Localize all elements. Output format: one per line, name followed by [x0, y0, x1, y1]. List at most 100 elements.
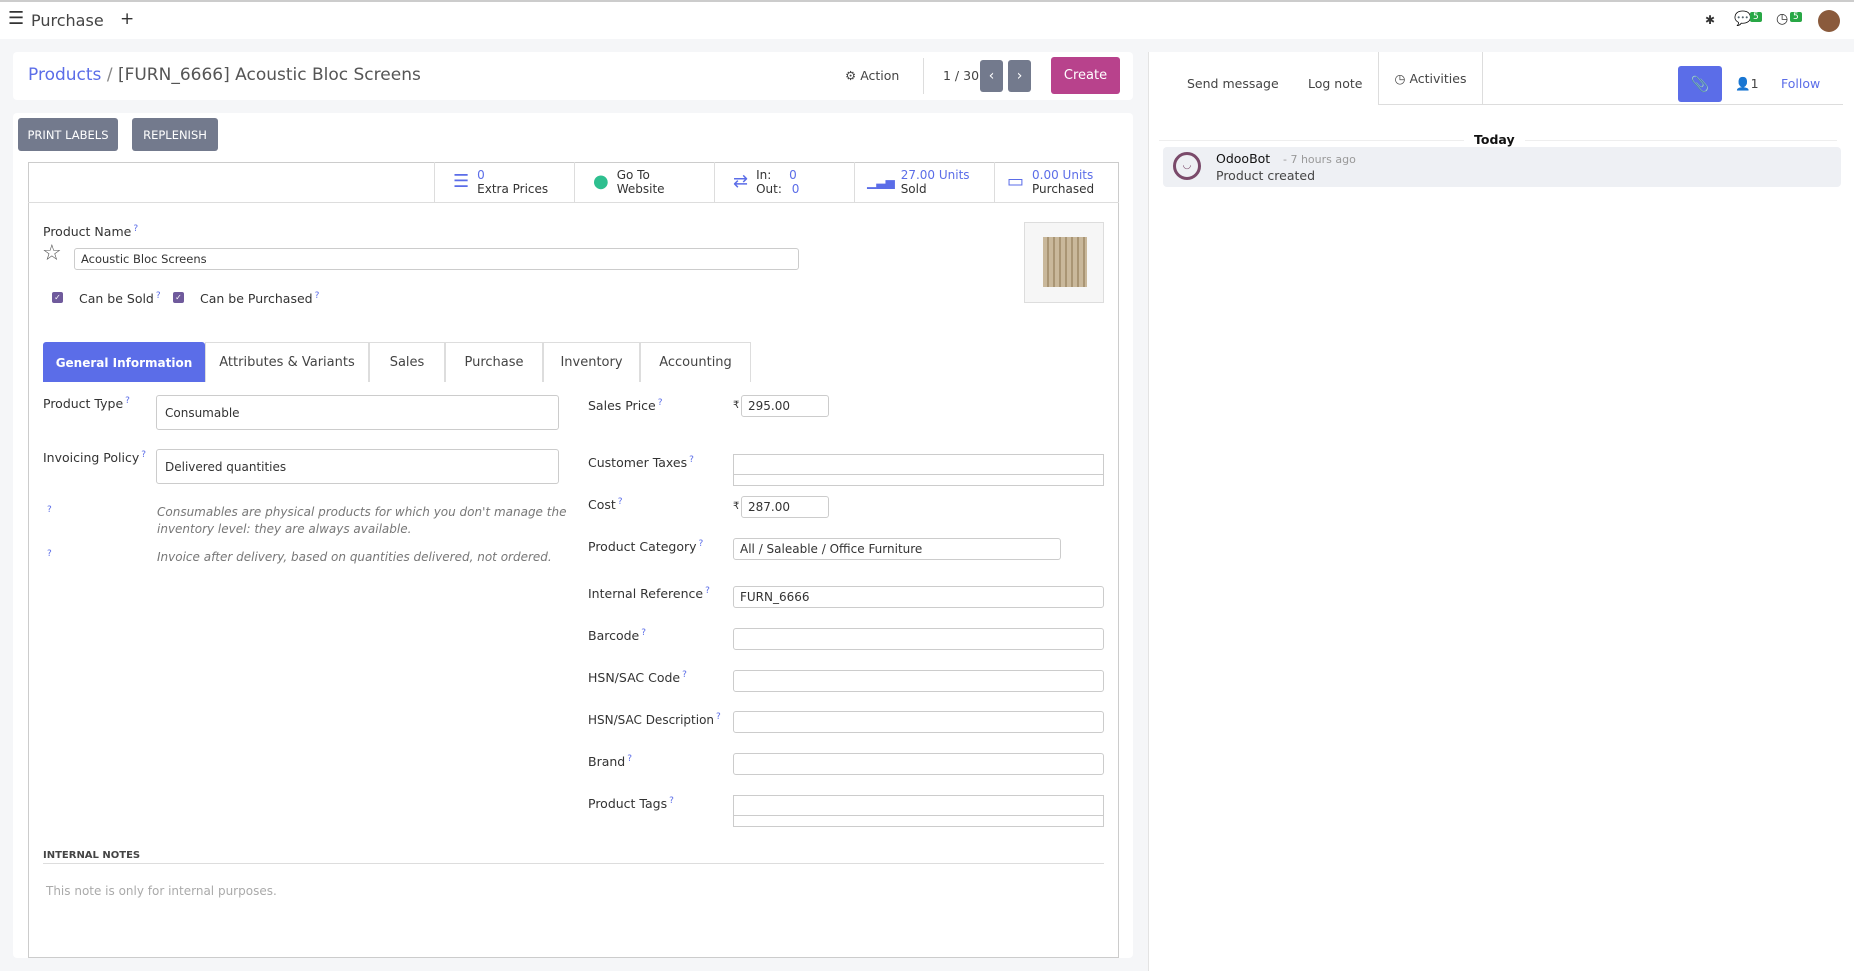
odoobot-avatar: ◡: [1173, 152, 1201, 180]
attachment-button[interactable]: 📎: [1678, 66, 1722, 102]
in-out-button[interactable]: ⇄ In: 0 Out: 0: [714, 162, 854, 202]
follow-button[interactable]: Follow: [1781, 76, 1821, 91]
help-icon: ?: [47, 505, 52, 515]
tab-purchase[interactable]: Purchase: [445, 342, 543, 382]
product-name-input[interactable]: Acoustic Bloc Screens: [74, 248, 799, 270]
brand-input[interactable]: [733, 753, 1104, 775]
next-record-button[interactable]: ›: [1008, 60, 1031, 92]
app-name[interactable]: Purchase: [31, 11, 104, 30]
bug-icon[interactable]: ✱: [1705, 13, 1716, 27]
activities-button[interactable]: ◷ Activities: [1378, 52, 1483, 104]
hsn-code-label: HSN/SAC Code?: [588, 670, 687, 686]
paperclip-icon: 📎: [1690, 75, 1710, 93]
breadcrumb-current: [FURN_6666] Acoustic Bloc Screens: [117, 65, 421, 85]
send-message-button[interactable]: Send message: [1187, 76, 1279, 91]
hsn-description-label: HSN/SAC Description?: [588, 712, 721, 727]
can-be-sold-checkbox[interactable]: ✓: [52, 292, 63, 303]
product-type-help: Consumables are physical products for wh…: [157, 505, 567, 536]
divider: [923, 58, 924, 94]
clock-icon: ◷: [1394, 70, 1406, 86]
control-panel: Products / [FURN_6666] Acoustic Bloc Scr…: [13, 52, 1133, 100]
product-category-input[interactable]: All / Saleable / Office Furniture: [733, 538, 1061, 560]
signal-icon: ▁▃▅: [867, 175, 895, 189]
action-button[interactable]: ⚙ Action: [845, 68, 900, 83]
clock-icon[interactable]: ◷: [1776, 11, 1789, 27]
can-be-purchased-checkbox[interactable]: ✓: [173, 292, 184, 303]
log-note-button[interactable]: Log note: [1308, 76, 1363, 91]
hsn-code-input[interactable]: [733, 670, 1104, 692]
message-author[interactable]: OdooBot: [1216, 151, 1271, 166]
prev-record-button[interactable]: ‹: [980, 60, 1003, 92]
user-icon: 👤: [1735, 76, 1751, 91]
avatar[interactable]: [1818, 10, 1840, 32]
chatter: Send message Log note ◷ Activities 📎 👤1 …: [1148, 52, 1854, 971]
gear-icon: ⚙: [845, 68, 857, 83]
screen-image: [1043, 237, 1087, 287]
product-name-label: Product Name?: [43, 224, 139, 240]
cost-input[interactable]: 287.00: [741, 496, 829, 518]
currency-symbol: ₹: [733, 400, 740, 411]
message: ◡ OdooBot - 7 hours ago Product created: [1163, 147, 1841, 187]
tab-general-information[interactable]: General Information: [43, 342, 205, 382]
internal-reference-label: Internal Reference?: [588, 586, 710, 602]
sales-price-input[interactable]: 295.00: [741, 395, 829, 417]
messages-badge: 5: [1750, 12, 1762, 22]
breadcrumb-products[interactable]: Products: [28, 65, 102, 85]
pager[interactable]: 1 / 30: [943, 68, 980, 83]
product-tags-input[interactable]: [733, 795, 1104, 827]
barcode-input[interactable]: [733, 628, 1104, 650]
divider: [43, 863, 1104, 864]
product-category-label: Product Category?: [588, 539, 704, 555]
invoicing-policy-label: Invoicing Policy?: [43, 450, 147, 466]
sales-price-label: Sales Price?: [588, 398, 663, 414]
can-be-sold-label: Can be Sold?: [79, 291, 161, 307]
message-time: - 7 hours ago: [1283, 153, 1356, 166]
exchange-icon: ⇄: [733, 171, 749, 192]
barcode-label: Barcode?: [588, 628, 647, 644]
sold-button[interactable]: ▁▃▅ 27.00 Units Sold: [854, 162, 994, 202]
breadcrumb: Products / [FURN_6666] Acoustic Bloc Scr…: [28, 65, 421, 85]
tab-accounting[interactable]: Accounting: [640, 342, 751, 382]
date-separator: Today: [1464, 132, 1525, 147]
chat-icon[interactable]: 💬: [1734, 11, 1752, 27]
cost-label: Cost?: [588, 497, 623, 513]
customer-taxes-input[interactable]: [733, 454, 1104, 486]
purchased-button[interactable]: ▭ 0.00 Units Purchased: [994, 162, 1134, 202]
sheet-border: [28, 162, 1119, 958]
go-to-website-button[interactable]: ● Go To Website: [574, 162, 714, 202]
star-icon[interactable]: ☆: [42, 241, 62, 266]
print-labels-button[interactable]: PRINT LABELS: [18, 118, 118, 151]
create-button[interactable]: Create: [1051, 57, 1120, 94]
help-icon: ?: [47, 549, 52, 559]
message-body: Product created: [1216, 168, 1316, 183]
hsn-description-input[interactable]: [733, 711, 1104, 733]
currency-symbol: ₹: [733, 501, 740, 512]
activities-badge: 5: [1790, 12, 1802, 22]
internal-reference-input[interactable]: FURN_6666: [733, 586, 1104, 608]
plus-icon[interactable]: +: [120, 9, 135, 29]
brand-label: Brand?: [588, 754, 633, 770]
internal-notes-input[interactable]: This note is only for internal purposes.: [46, 884, 277, 898]
menu-icon[interactable]: ☰: [8, 8, 25, 29]
invoicing-policy-help: Invoice after delivery, based on quantit…: [157, 550, 552, 564]
top-navbar: ☰ Purchase + ✱ 💬 5 ◷ 5: [0, 0, 1854, 39]
product-type-label: Product Type?: [43, 396, 130, 412]
extra-prices-button[interactable]: ☰ 0 Extra Prices: [434, 162, 574, 202]
tab-attributes-variants[interactable]: Attributes & Variants: [205, 342, 369, 382]
product-image[interactable]: [1024, 222, 1104, 303]
can-be-purchased-label: Can be Purchased?: [200, 291, 320, 307]
list-icon: ☰: [453, 171, 470, 192]
divider: [1378, 104, 1843, 105]
tab-inventory[interactable]: Inventory: [543, 342, 640, 382]
customer-taxes-label: Customer Taxes?: [588, 455, 694, 471]
divider: [28, 202, 1119, 203]
invoicing-policy-select[interactable]: Delivered quantities: [156, 449, 559, 484]
globe-icon: ●: [593, 171, 609, 192]
product-tags-label: Product Tags?: [588, 796, 674, 812]
credit-card-icon: ▭: [1007, 171, 1025, 192]
replenish-button[interactable]: REPLENISH: [132, 118, 218, 151]
followers-button[interactable]: 👤1: [1735, 76, 1759, 91]
internal-notes-title: INTERNAL NOTES: [43, 850, 141, 861]
tab-sales[interactable]: Sales: [369, 342, 445, 382]
product-type-select[interactable]: Consumable: [156, 395, 559, 430]
